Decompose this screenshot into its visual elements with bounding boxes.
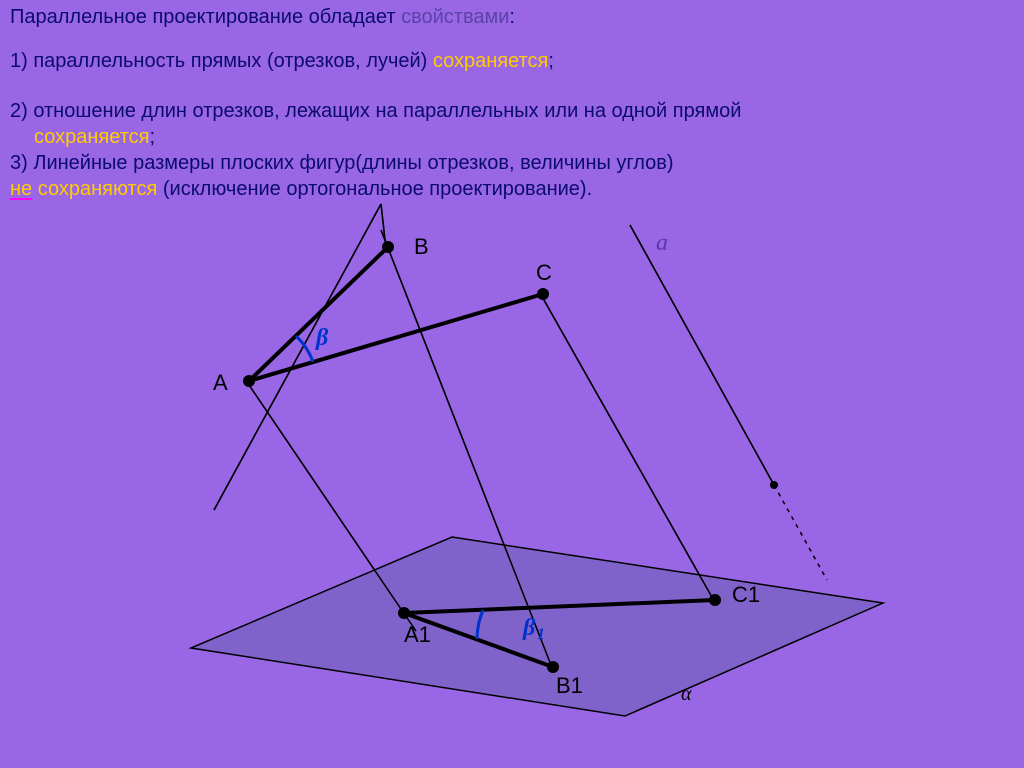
projection-line [214,204,381,510]
property-run: ; [548,50,554,72]
angle-label: β [315,325,329,351]
label-B1: B1 [556,673,583,698]
label-C: C [536,260,552,285]
property-line: 2) отношение длин отрезков, лежащих на п… [10,100,741,123]
angle-label-sub: 1 [537,626,545,643]
property-run: (исключение ортогональное проектирование… [157,178,592,200]
point-a_end [770,481,778,489]
property-line: не сохраняются (исключение ортогональное… [10,178,592,201]
projection-line [540,293,713,599]
property-run: сохраняется [34,126,149,148]
point-B [382,241,394,253]
property-run: 3) Линейные размеры плоских фигур(длины … [10,152,674,174]
point-C1 [709,594,721,606]
line-a-label: a [656,230,668,256]
point-A [243,375,255,387]
label-C1: C1 [732,582,760,607]
label-A1: A1 [404,622,431,647]
point-C [537,288,549,300]
property-run: не [10,178,32,200]
property-line: 1) параллельность прямых (отрезков, луче… [10,50,554,73]
label-B: B [414,234,429,259]
title-post: : [509,6,515,28]
line-a-dashed [774,485,827,580]
property-run: 1) параллельность прямых (отрезков, луче… [10,50,433,72]
property-line: сохраняется; [34,126,155,149]
property-run: сохраняются [38,178,158,200]
title-highlight: свойствами [401,6,509,28]
point-B1 [547,661,559,673]
slide-title: Параллельное проектирование обладает сво… [10,6,515,29]
property-run: сохраняется [433,50,548,72]
label-A: A [213,370,228,395]
plane-alpha-label: α [681,683,692,705]
point-A1 [398,607,410,619]
title-pre: Параллельное проектирование обладает [10,6,401,28]
property-run: 2) отношение длин отрезков, лежащих на п… [10,100,741,122]
property-line: 3) Линейные размеры плоских фигур(длины … [10,152,674,175]
projection-line [247,382,403,612]
angle-label: β [522,615,536,641]
angle-arc [296,336,313,362]
projection-line [630,225,774,485]
property-run: ; [149,126,155,148]
